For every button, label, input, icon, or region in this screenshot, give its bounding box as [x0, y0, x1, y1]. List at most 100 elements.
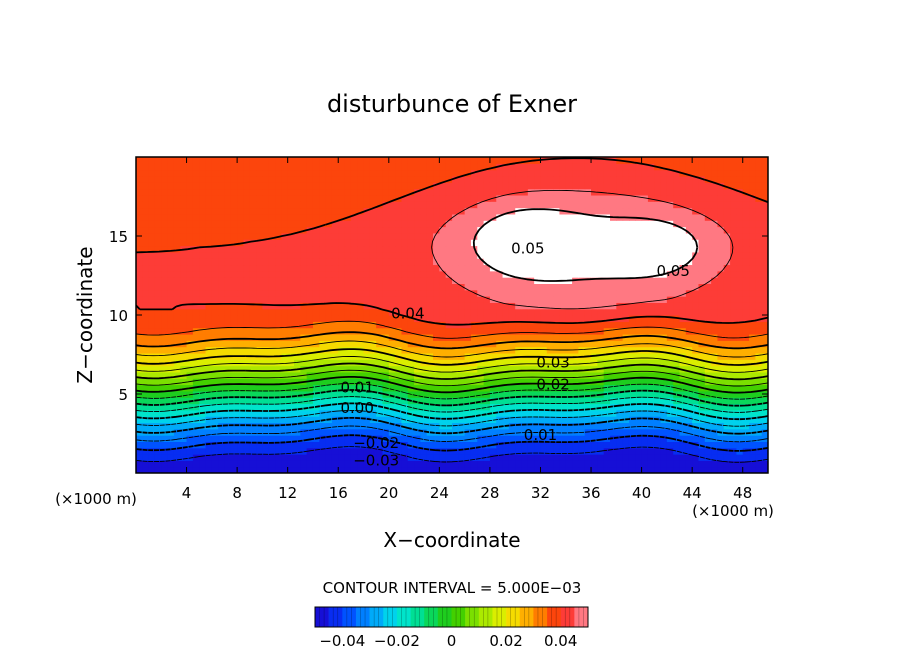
field-cell	[344, 327, 352, 335]
field-cell	[527, 422, 535, 430]
field-cell	[660, 175, 668, 183]
field-cell	[382, 270, 390, 278]
field-cell	[230, 359, 238, 367]
field-cell	[148, 283, 156, 291]
field-cell	[622, 340, 630, 348]
field-cell	[407, 207, 415, 215]
field-cell	[167, 321, 175, 329]
field-cell	[376, 346, 384, 354]
field-cell	[395, 226, 403, 234]
field-cell	[224, 296, 232, 303]
field-cell	[281, 403, 289, 411]
field-cell	[616, 359, 624, 367]
field-cell	[237, 245, 245, 253]
field-cell	[382, 308, 390, 316]
field-cell	[496, 390, 504, 398]
field-cell	[173, 308, 181, 316]
field-cell	[616, 454, 624, 461]
field-cell	[237, 466, 245, 473]
field-cell	[306, 466, 314, 473]
field-cell	[142, 232, 150, 240]
field-cell	[401, 340, 409, 348]
field-cell	[199, 239, 207, 247]
field-cell	[749, 447, 756, 455]
field-cell	[300, 454, 308, 461]
field-cell	[496, 226, 504, 234]
field-cell	[237, 283, 245, 291]
field-cell	[357, 232, 365, 240]
field-cell	[180, 270, 188, 278]
field-cell	[205, 201, 213, 209]
field-cell	[312, 384, 320, 392]
field-cell	[704, 194, 712, 202]
field-cell	[584, 466, 592, 473]
field-cell	[616, 182, 624, 190]
field-cell	[654, 207, 662, 215]
field-cell	[388, 245, 396, 253]
field-cell	[420, 315, 428, 322]
field-cell	[275, 441, 282, 449]
field-cell	[521, 308, 529, 316]
field-cell	[546, 422, 554, 430]
field-cell	[306, 157, 314, 164]
field-cell	[736, 460, 744, 468]
field-cell	[357, 321, 365, 329]
field-cell	[635, 201, 643, 209]
field-cell	[654, 201, 662, 209]
field-cell	[477, 302, 485, 310]
field-cell	[635, 289, 643, 297]
field-cell	[363, 441, 371, 449]
field-cell	[591, 422, 598, 430]
field-cell	[452, 289, 459, 297]
field-cell	[483, 188, 491, 196]
field-cell	[439, 169, 447, 177]
field-cell	[502, 441, 510, 449]
field-cell	[483, 435, 491, 442]
field-cell	[338, 384, 346, 392]
field-cell	[439, 220, 447, 228]
field-cell	[224, 163, 232, 171]
field-cell	[540, 454, 548, 461]
field-cell	[723, 157, 731, 164]
field-cell	[426, 390, 434, 398]
field-cell	[527, 333, 535, 341]
field-cell	[325, 226, 333, 234]
field-cell	[148, 226, 156, 234]
field-cell	[622, 239, 630, 247]
field-cell	[249, 226, 257, 234]
field-cell	[698, 365, 706, 373]
field-cell	[205, 283, 213, 291]
field-cell	[357, 333, 365, 341]
field-cell	[489, 403, 497, 411]
field-cell	[312, 251, 320, 259]
field-cell	[641, 409, 649, 417]
field-cell	[401, 289, 409, 297]
field-cell	[256, 454, 263, 461]
field-cell	[464, 390, 472, 398]
field-cell	[527, 321, 535, 329]
field-cell	[180, 213, 188, 221]
field-cell	[578, 454, 586, 461]
field-cell	[591, 239, 598, 247]
field-cell	[502, 466, 510, 473]
field-cell	[192, 466, 200, 473]
field-cell	[749, 258, 756, 266]
field-cell	[224, 416, 232, 424]
field-cell	[205, 384, 213, 392]
field-cell	[641, 333, 649, 341]
field-cell	[597, 435, 605, 442]
field-cell	[407, 277, 415, 284]
field-cell	[572, 283, 579, 291]
field-cell	[736, 352, 744, 360]
field-cell	[742, 315, 750, 322]
field-cell	[142, 333, 150, 341]
field-cell	[369, 346, 377, 354]
field-cell	[136, 340, 143, 348]
field-cell	[275, 346, 282, 354]
field-cell	[742, 321, 750, 329]
field-cell	[382, 194, 390, 202]
field-cell	[180, 416, 188, 424]
field-cell	[736, 321, 744, 329]
field-cell	[673, 270, 681, 278]
field-cell	[565, 403, 573, 411]
